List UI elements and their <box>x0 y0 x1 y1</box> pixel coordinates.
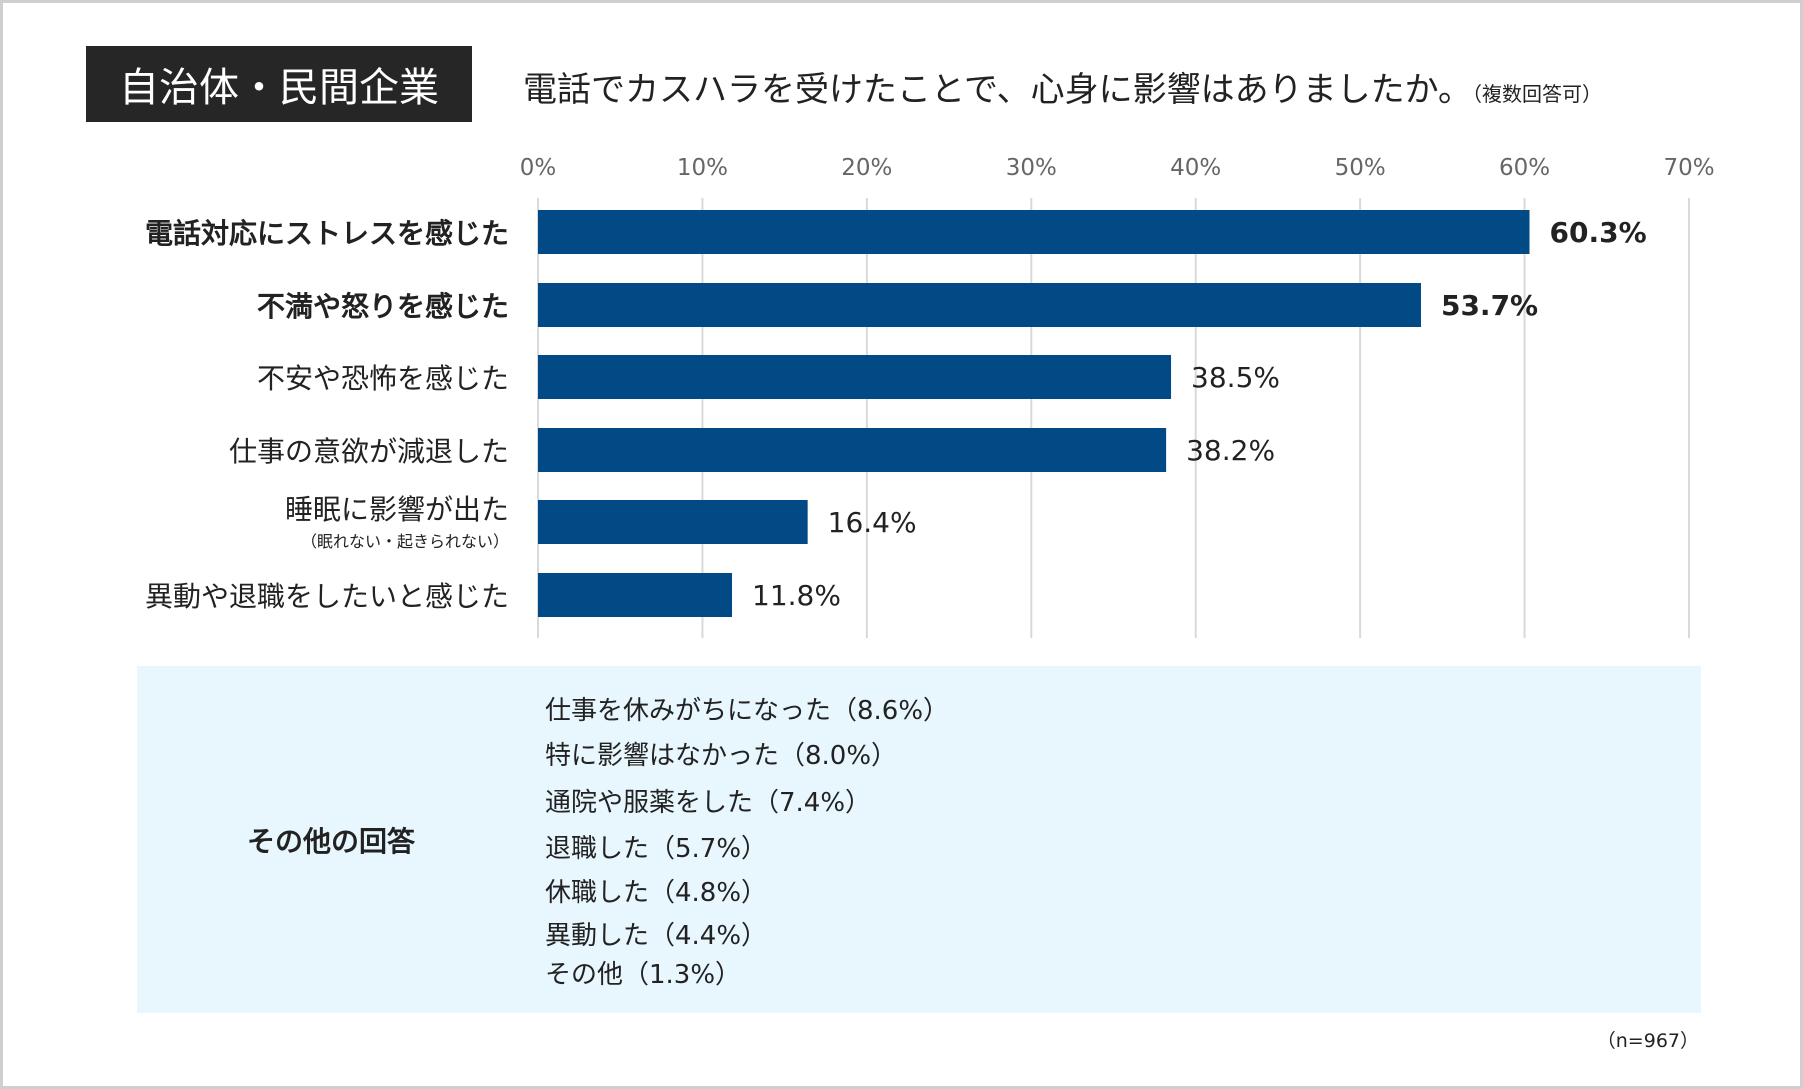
bar <box>538 283 1421 327</box>
x-tick-label: 0% <box>520 155 557 181</box>
x-tick-label: 20% <box>841 155 892 181</box>
bar-chart: 0% 10% 20% 30% 40% 50% 60% 70% <box>520 155 1715 638</box>
other-answer-item: その他（1.3%） <box>545 960 742 990</box>
question-text: 電話でカスハラを受けたことで、心身に影響はありましたか。 <box>523 70 1472 110</box>
other-answer-item: 退職した（5.7%） <box>545 834 768 864</box>
other-answers-panel <box>137 666 1701 1013</box>
data-label: 16.4% <box>827 506 917 539</box>
category-label: 異動や退職をしたいと感じた <box>144 580 509 613</box>
bar <box>538 573 733 617</box>
x-tick-label: 50% <box>1335 155 1386 181</box>
other-answer-item: 仕事を休みがちになった（8.6%） <box>545 696 950 726</box>
bar <box>538 428 1167 472</box>
chart-title: 電話でカスハラを受けたことで、心身に影響はありましたか。（複数回答可） <box>523 62 1602 111</box>
category-label: 仕事の意欲が減退した <box>228 435 509 468</box>
bar <box>538 500 808 544</box>
category-label: 不満や怒りを感じた <box>256 290 509 323</box>
category-note: （眠れない・起きられない） <box>300 532 509 551</box>
category-label: 不安や恐怖を感じた <box>256 362 509 395</box>
data-label: 38.2% <box>1186 434 1276 467</box>
sample-size: （n=967） <box>1596 1030 1699 1052</box>
category-label: 睡眠に影響が出た <box>284 493 509 526</box>
other-answer-item: 特に影響はなかった（8.0%） <box>545 741 898 771</box>
data-label: 38.5% <box>1191 361 1280 394</box>
bar <box>538 210 1530 254</box>
other-answer-item: 休職した（4.8%） <box>545 878 768 908</box>
data-label: 60.3% <box>1549 216 1647 249</box>
x-tick-label: 60% <box>1499 155 1550 181</box>
x-tick-label: 40% <box>1170 155 1221 181</box>
data-label: 11.8% <box>752 579 841 612</box>
x-tick-label: 70% <box>1663 155 1714 181</box>
bar <box>538 355 1172 399</box>
other-answer-item: 異動した（4.4%） <box>545 921 768 951</box>
segment-badge: 自治体・民間企業 <box>86 46 472 122</box>
x-tick-label: 10% <box>677 155 728 181</box>
other-answer-item: 通院や服薬をした（7.4%） <box>545 788 872 818</box>
data-label: 53.7% <box>1440 289 1539 322</box>
x-tick-label: 30% <box>1006 155 1057 181</box>
category-label: 電話対応にストレスを感じた <box>144 217 509 250</box>
other-answers-title: その他の回答 <box>247 825 416 858</box>
question-note: （複数回答可） <box>1471 82 1602 106</box>
